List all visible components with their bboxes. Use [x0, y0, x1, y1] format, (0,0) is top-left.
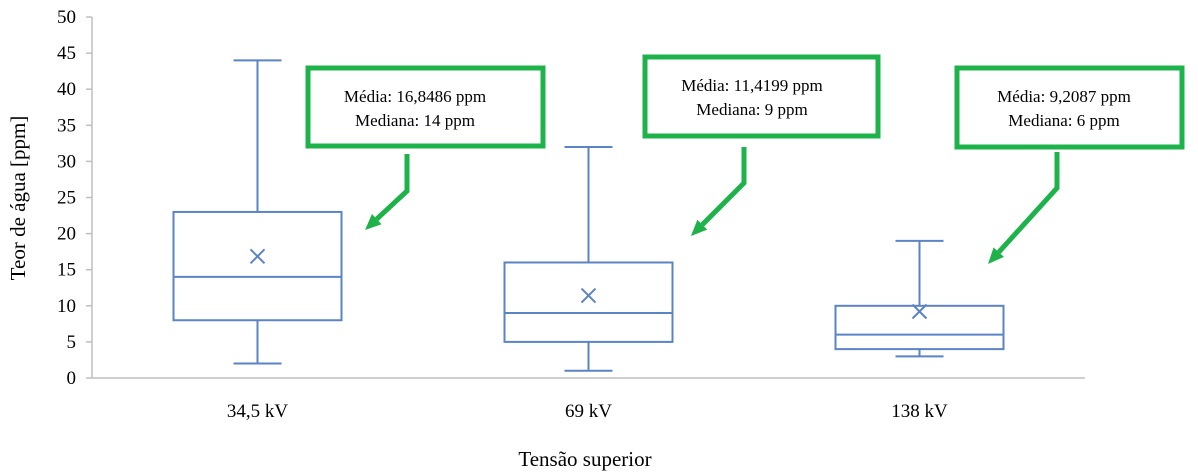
iqr-box	[834, 304, 1005, 351]
x-tick-label: 69 kV	[565, 401, 612, 422]
y-axis: 0 5 10 15 20 25 30 35 40 45 50	[57, 7, 93, 389]
callout-median-text: Mediana: 6 ppm	[1008, 111, 1119, 130]
y-tick-label: 10	[57, 296, 76, 317]
arrow-head	[691, 219, 708, 236]
box-1	[172, 59, 343, 365]
mean-marker	[911, 303, 928, 320]
callout-mean-text: Média: 9,2087 ppm	[997, 87, 1131, 106]
iqr-box	[503, 261, 674, 343]
y-tick-label: 15	[57, 260, 76, 281]
callout-1: Média: 16,8486 ppm Mediana: 14 ppm	[305, 65, 546, 149]
callout-box	[954, 65, 1185, 150]
callout-median-text: Mediana: 14 ppm	[355, 111, 475, 130]
y-tick-label: 20	[57, 224, 76, 245]
callout-3: Média: 9,2087 ppm Mediana: 6 ppm	[954, 65, 1185, 150]
callout-mean-text: Média: 11,4199 ppm	[681, 76, 823, 95]
y-tick-label: 30	[57, 151, 76, 172]
y-tick-label: 50	[57, 7, 76, 28]
callout-arrow	[691, 147, 747, 236]
x-axis-title: Tensão superior	[518, 447, 651, 471]
y-tick-label: 40	[57, 79, 76, 100]
box-series	[172, 59, 1005, 372]
arrow-shaft	[375, 154, 410, 221]
callout-box	[305, 65, 546, 149]
arrow-shaft	[996, 152, 1060, 254]
y-tick-label: 35	[57, 115, 76, 136]
callout-arrow	[365, 154, 410, 230]
arrow-shaft	[700, 147, 747, 227]
mean-marker	[249, 248, 266, 265]
y-axis-title: Teor de água [ppm]	[6, 116, 30, 281]
y-tick-label: 0	[67, 368, 77, 389]
callout-median-text: Mediana: 9 ppm	[696, 100, 807, 119]
callout-arrow	[988, 152, 1060, 264]
callout-box	[642, 54, 881, 139]
iqr-box	[172, 210, 343, 322]
y-tick-label: 5	[67, 332, 77, 353]
box-3	[834, 239, 1005, 358]
callout-2: Média: 11,4199 ppm Mediana: 9 ppm	[642, 54, 881, 139]
y-tick-label: 45	[57, 43, 76, 64]
arrow-head	[988, 247, 1004, 264]
arrow-head	[365, 213, 382, 230]
callout-mean-text: Média: 16,8486 ppm	[344, 87, 486, 106]
x-tick-label: 138 kV	[891, 401, 948, 422]
mean-marker	[580, 287, 597, 304]
box-2	[503, 145, 674, 372]
x-axis: 34,5 kV 69 kV 138 kV	[92, 377, 1085, 422]
x-tick-label: 34,5 kV	[227, 401, 289, 422]
y-tick-label: 25	[57, 188, 76, 209]
